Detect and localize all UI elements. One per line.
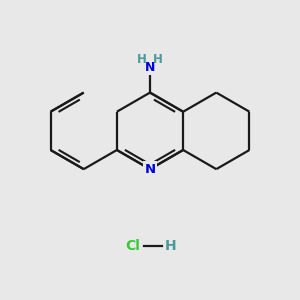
Text: N: N — [145, 61, 155, 74]
Text: Cl: Cl — [125, 239, 140, 253]
Text: N: N — [144, 163, 156, 176]
Text: H: H — [153, 53, 163, 66]
Text: H: H — [137, 53, 147, 66]
Text: H: H — [165, 239, 176, 253]
